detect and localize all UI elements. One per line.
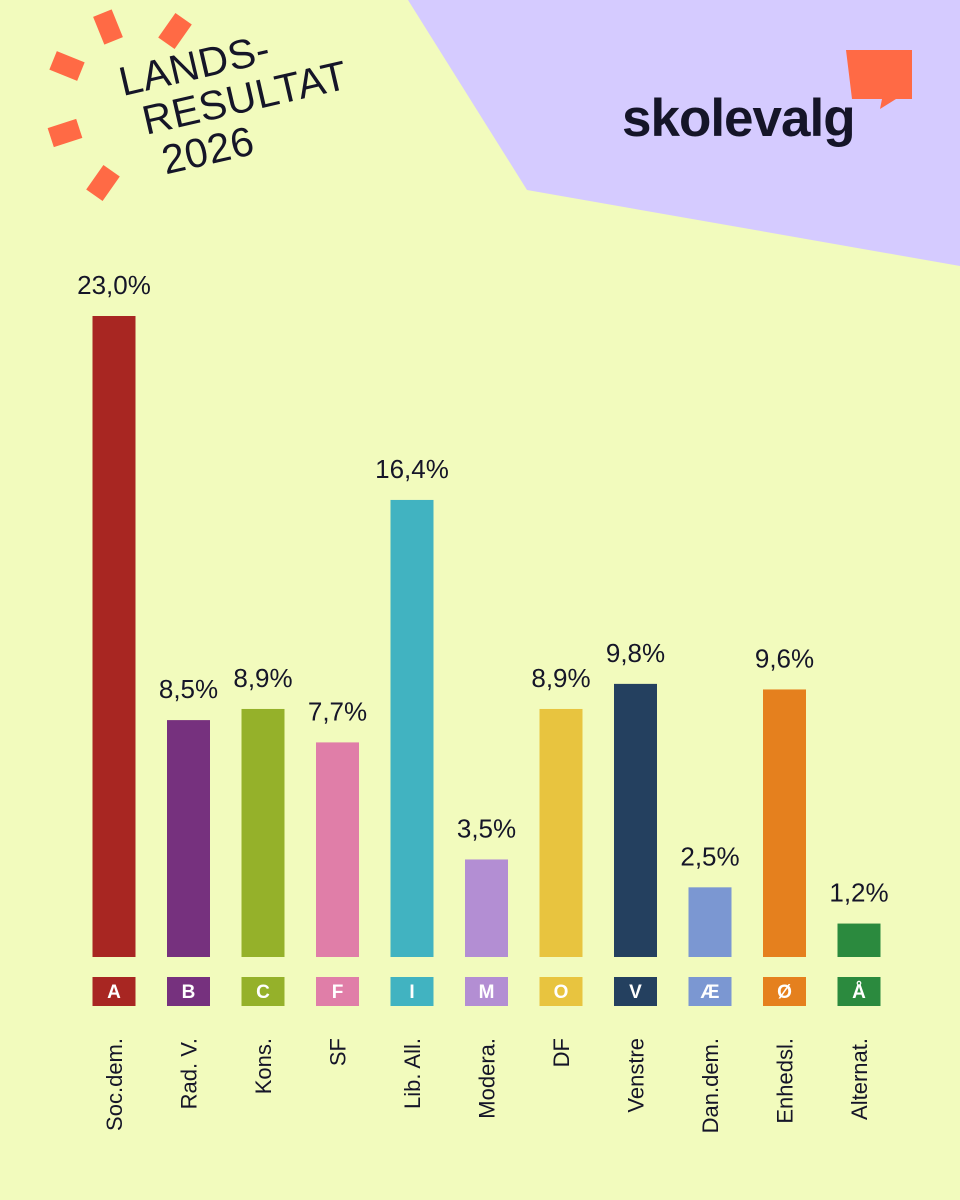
value-label: 23,0%	[77, 270, 151, 300]
bar-F	[316, 742, 359, 957]
corner-shape	[408, 0, 960, 266]
party-name: Enhedsl.	[773, 1038, 798, 1124]
party-name-labels: Soc.dem. Rad. V. Kons. SF Lib. All. Modera. DF…	[102, 1038, 872, 1133]
value-label: 8,9%	[531, 663, 590, 693]
value-label: 16,4%	[375, 454, 449, 484]
sun-ray	[47, 118, 83, 148]
party-badge	[167, 977, 210, 1006]
party-name: Venstre	[624, 1038, 649, 1113]
party-badge	[465, 977, 508, 1006]
party-name: Lib. All.	[400, 1038, 425, 1109]
bar-I	[390, 499, 434, 957]
value-label: 1,2%	[829, 878, 888, 908]
party-letter: V	[629, 982, 642, 1003]
party-badge	[539, 977, 583, 1006]
value-label: 9,6%	[755, 643, 814, 673]
party-name: Kons.	[251, 1038, 276, 1094]
value-label: 8,5%	[159, 674, 218, 704]
party-letter: Æ	[701, 982, 720, 1003]
bar-Æ	[688, 887, 732, 957]
sun-ray	[158, 12, 192, 50]
party-letter: A	[107, 982, 121, 1003]
bar-A	[92, 316, 136, 957]
sun-ray	[86, 164, 120, 202]
skolevalg-logo	[846, 50, 912, 109]
party-name: SF	[326, 1038, 351, 1066]
party-letter: Ø	[777, 982, 792, 1003]
bar-Ø	[763, 689, 806, 957]
value-label: 3,5%	[457, 813, 516, 843]
party-letter: Å	[852, 982, 866, 1003]
party-badge	[241, 977, 285, 1006]
party-letter: M	[479, 982, 495, 1003]
bar-B	[167, 720, 210, 957]
party-badge	[614, 977, 657, 1006]
bar-C	[241, 708, 285, 957]
party-letter: B	[182, 982, 196, 1003]
bar-Å	[837, 923, 881, 957]
party-name: DF	[549, 1038, 574, 1067]
party-badge	[316, 977, 359, 1006]
party-name: Alternat.	[847, 1038, 872, 1120]
value-label: 2,5%	[680, 841, 739, 871]
party-badge	[390, 977, 434, 1006]
party-name: Dan.dem.	[698, 1038, 723, 1133]
value-label: 9,8%	[606, 638, 665, 668]
party-badge	[688, 977, 732, 1006]
logo-text: skolevalg	[622, 89, 856, 148]
value-labels: 23,0% 8,5% 8,9% 7,7% 16,4% 3,5% 8,9% 9,8% 2,5% 9,…	[77, 270, 889, 908]
bar-V	[614, 683, 657, 957]
party-badge	[92, 977, 136, 1006]
sunburst-icon	[47, 9, 192, 202]
party-name: Rad. V.	[177, 1038, 202, 1109]
party-badge	[763, 977, 806, 1006]
value-label: 7,7%	[308, 696, 367, 726]
sun-ray	[49, 51, 85, 81]
speech-bubble-icon	[846, 50, 912, 109]
party-name: Modera.	[475, 1038, 500, 1119]
bar-O	[539, 708, 583, 957]
party-letter: I	[409, 982, 414, 1003]
party-badge	[837, 977, 881, 1006]
value-label: 8,9%	[233, 663, 292, 693]
sun-ray	[93, 9, 123, 45]
party-letter: F	[332, 982, 344, 1003]
party-letter: O	[554, 982, 569, 1003]
bars	[92, 316, 881, 957]
party-name: Soc.dem.	[102, 1038, 127, 1131]
bar-M	[465, 859, 508, 957]
party-letter: C	[256, 982, 270, 1003]
